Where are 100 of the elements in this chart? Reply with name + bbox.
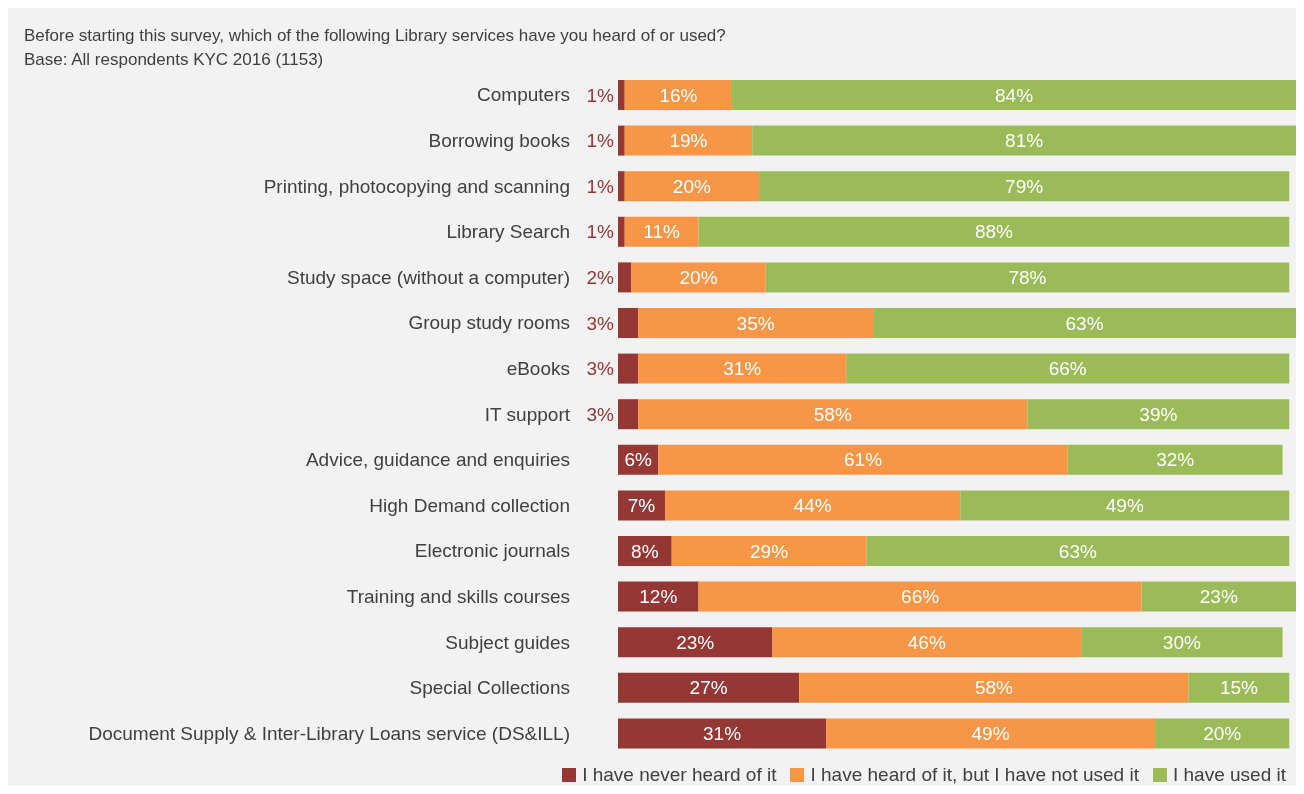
bar (960, 490, 1290, 521)
bar (826, 718, 1156, 749)
legend-label: I have never heard of it (581, 764, 777, 786)
bar (618, 627, 773, 658)
data-label: 58% (974, 677, 1014, 699)
bar (1067, 444, 1283, 475)
y-tick-label: Special Collections (409, 677, 570, 699)
data-label: 35% (736, 312, 775, 334)
bar (799, 672, 1189, 703)
y-tick-label: Borrowing books (428, 129, 570, 151)
data-label: 1% (586, 84, 615, 106)
bar (873, 308, 1296, 338)
bar (618, 80, 625, 110)
bar (698, 581, 1142, 612)
bar (638, 353, 847, 384)
data-label: 30% (1162, 631, 1201, 653)
data-label: 20% (679, 266, 718, 288)
bar (618, 399, 639, 430)
data-label: 31% (723, 358, 762, 380)
data-label: 19% (669, 130, 708, 152)
data-label: 23% (1199, 586, 1238, 608)
bar (638, 308, 874, 338)
data-label: 78% (1008, 266, 1047, 288)
y-tick-label: IT support (484, 403, 571, 425)
data-label: 20% (1203, 722, 1242, 744)
data-label: 49% (971, 722, 1010, 744)
bar (638, 399, 1028, 430)
y-tick-label: Computers (477, 84, 570, 106)
y-tick-label: Training and skills courses (346, 585, 570, 607)
data-label: 63% (1065, 312, 1104, 334)
data-label: 12% (639, 586, 678, 608)
data-label: 46% (907, 631, 946, 653)
bar (765, 262, 1290, 293)
data-label: 81% (1005, 130, 1044, 152)
data-label: 32% (1156, 449, 1195, 471)
data-label: 3% (586, 312, 615, 334)
data-label: 27% (689, 677, 728, 699)
bar (658, 444, 1068, 475)
bar (758, 171, 1290, 202)
data-label: 1% (586, 175, 615, 197)
data-label: 84% (995, 84, 1034, 106)
bar (618, 308, 639, 338)
data-label: 44% (793, 494, 832, 516)
text: Base: All respondents KYC 2016 (1153) (24, 49, 325, 71)
y-tick-label: Study space (without a computer) (286, 266, 570, 288)
y-tick-label: Subject guides (445, 631, 570, 653)
data-label: 15% (1219, 677, 1259, 699)
bar (618, 262, 632, 293)
data-label: 58% (813, 403, 852, 425)
bar (618, 718, 827, 749)
bar (1027, 399, 1290, 430)
data-label: 66% (1048, 358, 1087, 380)
text: Before starting this survey, which of the following Library services have you heard of or used? (24, 25, 726, 47)
data-label: 39% (1139, 403, 1178, 425)
y-tick-label: Printing, photocopying and scanning (263, 175, 570, 197)
data-label: 3% (586, 403, 615, 425)
y-tick-label: Advice, guidance and enquiries (305, 449, 570, 471)
data-label: 8% (631, 540, 659, 562)
y-tick-label: Group study rooms (408, 312, 570, 334)
data-label: 79% (1005, 175, 1044, 197)
bar (698, 216, 1290, 247)
data-label: 29% (750, 540, 789, 562)
bar (624, 125, 753, 156)
data-label: 16% (659, 84, 698, 106)
bar (772, 627, 1082, 658)
bar (664, 490, 961, 521)
data-label: 1% (586, 221, 615, 243)
bar (618, 353, 639, 384)
bar (1155, 718, 1290, 749)
data-label: 31% (703, 722, 742, 744)
y-tick-label: Document Supply & Inter-Library Loans service (DS&ILL) (88, 722, 570, 744)
data-label: 7% (627, 494, 656, 516)
y-tick-label: eBooks (506, 357, 570, 379)
bar (618, 171, 625, 202)
bar (618, 581, 699, 612)
data-label: 11% (643, 221, 681, 243)
data-label: 61% (844, 449, 883, 471)
bar (846, 353, 1290, 384)
bar (1188, 672, 1290, 703)
bar (1141, 581, 1296, 612)
legend-label: I have heard of it, but I have not used it (809, 764, 1139, 786)
bar (732, 80, 1296, 110)
bar (1081, 627, 1283, 658)
bar (752, 125, 1296, 156)
bar (618, 216, 625, 247)
data-label: 88% (974, 221, 1014, 243)
y-tick-label: Electronic journals (414, 540, 570, 562)
bar (671, 536, 867, 566)
data-label: 1% (586, 130, 615, 152)
bar (631, 262, 766, 293)
bar (624, 216, 699, 247)
y-tick-label: High Demand collection (369, 494, 570, 516)
data-label: 63% (1058, 540, 1097, 562)
bar (624, 171, 759, 202)
data-label: 23% (676, 631, 715, 653)
data-label: 49% (1105, 494, 1144, 516)
data-label: 20% (672, 175, 711, 197)
legend-label: I have used it (1171, 764, 1286, 786)
data-label: 2% (586, 266, 615, 288)
bar (866, 536, 1290, 566)
